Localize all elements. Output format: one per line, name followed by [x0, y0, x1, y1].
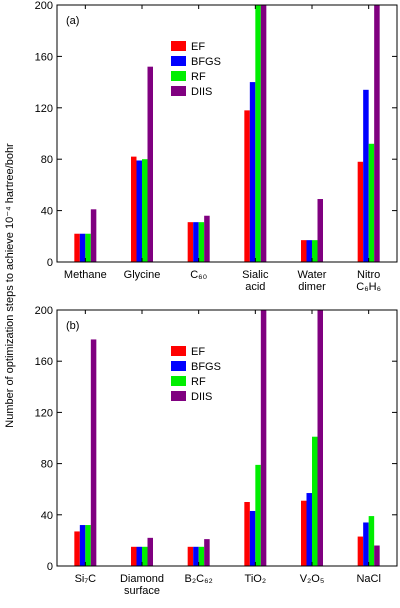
- bar: [90, 209, 97, 262]
- x-tick-label: Water dimer: [298, 269, 327, 293]
- bar: [142, 546, 148, 566]
- bar: [79, 233, 86, 262]
- bar: [187, 222, 194, 262]
- bar: [317, 310, 323, 566]
- bar: [90, 339, 97, 566]
- x-tick-label: TiO₂: [245, 573, 267, 585]
- bar: [357, 536, 364, 566]
- y-tick-label: 200: [35, 0, 53, 12]
- y-tick-label: 80: [41, 459, 53, 471]
- legend-label: RF: [191, 376, 206, 388]
- y-tick-label: 0: [47, 561, 53, 573]
- bar: [244, 110, 250, 263]
- plot-frame: [56, 4, 398, 263]
- legend-swatch: [171, 56, 186, 66]
- x-tick-label: Methane: [64, 269, 107, 281]
- legend-swatch: [171, 346, 186, 356]
- y-tick-label: 160: [35, 356, 53, 368]
- bar: [142, 159, 148, 262]
- x-tick-label: Sialic acid: [242, 269, 269, 293]
- bar: [193, 222, 199, 262]
- legend-swatch: [171, 361, 186, 371]
- bar: [249, 510, 256, 566]
- bar: [260, 310, 267, 566]
- y-tick-label: 40: [41, 206, 53, 218]
- bar: [85, 233, 91, 262]
- bar: [204, 539, 210, 566]
- bar: [244, 502, 250, 566]
- x-tick-label: NaCl: [356, 573, 380, 585]
- legend-swatch: [171, 86, 186, 96]
- legend-label: EF: [191, 41, 205, 53]
- bar: [136, 160, 142, 262]
- x-tick-label: Nitro C₆H₆: [356, 269, 381, 293]
- bar: [187, 546, 194, 566]
- legend-label: RF: [191, 71, 206, 83]
- bar: [249, 82, 256, 262]
- legend-swatch: [171, 376, 186, 386]
- bar: [198, 222, 205, 262]
- bar: [306, 493, 312, 566]
- legend-swatch: [171, 41, 186, 51]
- legend-swatch: [171, 71, 186, 81]
- bar: [204, 215, 210, 262]
- bar: [368, 516, 375, 566]
- bar: [74, 233, 80, 262]
- bar: [131, 546, 137, 566]
- bar: [306, 240, 312, 262]
- bar: [79, 525, 86, 566]
- legend-label: DIIS: [191, 86, 212, 98]
- y-tick-label: 200: [35, 305, 53, 317]
- bar: [131, 156, 137, 262]
- bar: [363, 89, 369, 262]
- bar: [374, 545, 380, 566]
- bar: [198, 546, 205, 566]
- y-tick-label: 0: [47, 257, 53, 269]
- bar: [255, 464, 261, 566]
- bar: [317, 199, 323, 262]
- bar: [368, 143, 375, 262]
- legend-swatch: [171, 391, 186, 401]
- bar: [147, 66, 153, 263]
- bar: [301, 500, 307, 566]
- y-tick-label: 160: [35, 51, 53, 63]
- legend-label: BFGS: [191, 361, 221, 373]
- bar: [147, 537, 153, 566]
- y-tick-label: 80: [41, 154, 53, 166]
- bar: [374, 5, 380, 262]
- bar: [255, 5, 261, 262]
- panel-label: (b): [66, 320, 79, 332]
- legend-label: DIIS: [191, 391, 212, 403]
- y-tick-label: 120: [35, 407, 53, 419]
- y-axis-label: Number of optimization steps to achieve …: [4, 143, 16, 428]
- x-tick-label: B₂C₆₂: [185, 573, 213, 585]
- bar: [136, 546, 142, 566]
- x-tick-label: C₆₀: [190, 269, 207, 281]
- bar: [260, 5, 267, 262]
- bar: [312, 436, 318, 566]
- bar: [74, 531, 80, 566]
- x-tick-label: V₂O₅: [300, 573, 325, 585]
- y-tick-label: 40: [41, 510, 53, 522]
- legend-label: BFGS: [191, 56, 221, 68]
- bar: [85, 525, 91, 566]
- x-tick-label: Glycine: [124, 269, 161, 281]
- bar: [363, 522, 369, 566]
- bar: [301, 240, 307, 262]
- bar: [357, 161, 364, 262]
- bar: [312, 240, 318, 262]
- bar: [193, 546, 199, 566]
- x-tick-label: Si₇C: [75, 573, 97, 585]
- plot-frame: [56, 309, 398, 567]
- panel-label: (a): [66, 15, 79, 27]
- legend-label: EF: [191, 346, 205, 358]
- x-tick-label: Diamond surface: [120, 573, 164, 597]
- y-tick-label: 120: [35, 103, 53, 115]
